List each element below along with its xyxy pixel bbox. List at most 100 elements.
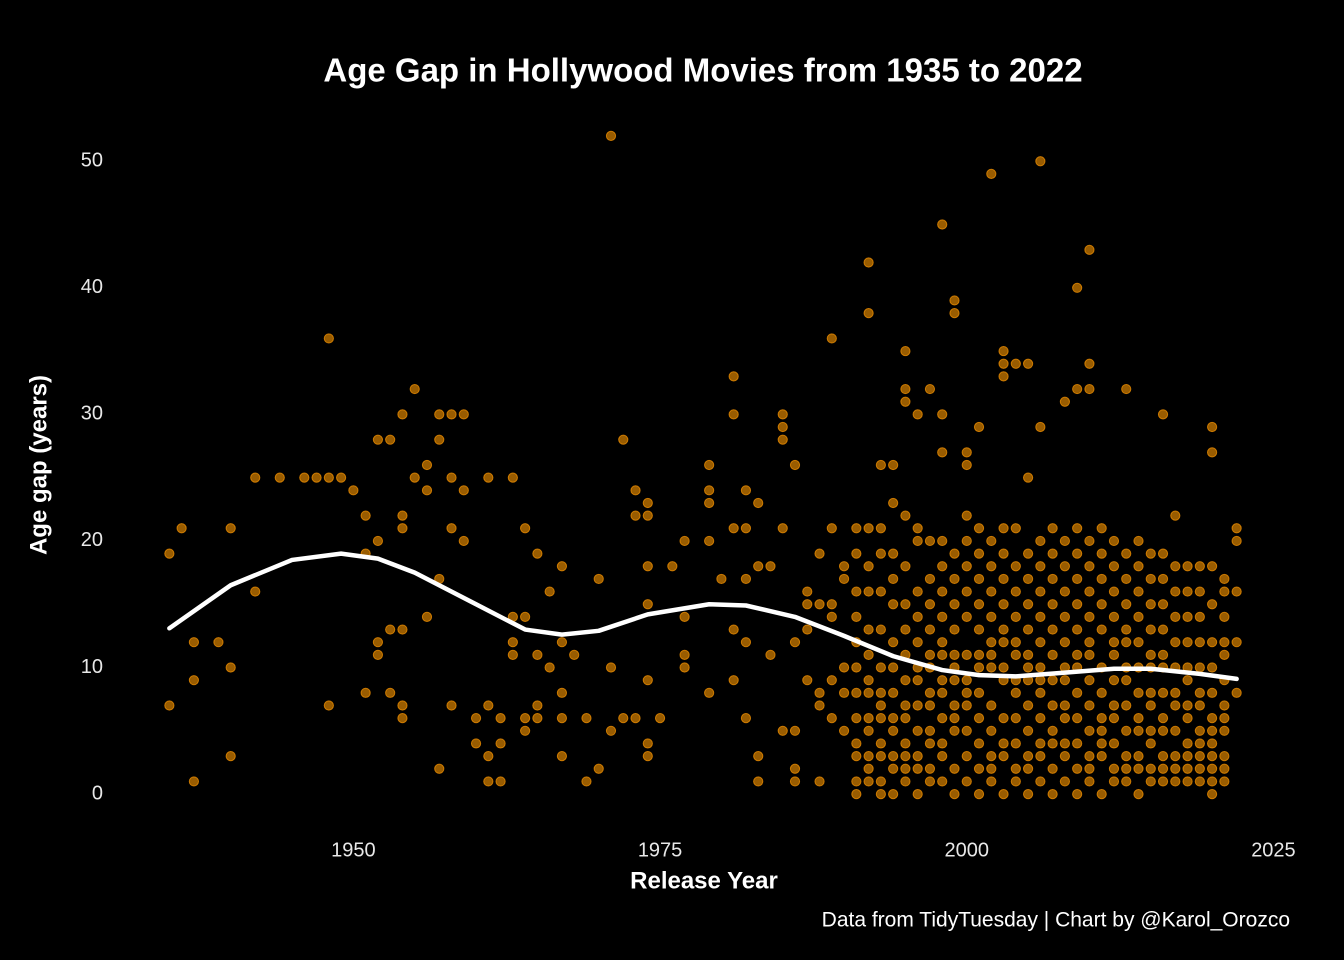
point <box>1219 725 1230 736</box>
point <box>1035 713 1046 724</box>
point <box>446 472 457 483</box>
point <box>875 459 886 471</box>
point <box>753 776 764 787</box>
point <box>949 573 960 585</box>
point <box>1035 738 1046 749</box>
point <box>1231 637 1242 648</box>
point <box>1207 421 1218 433</box>
y-tick-label: 0 <box>92 782 103 804</box>
x-tick-label: 2025 <box>1251 839 1296 861</box>
point <box>679 649 690 660</box>
point <box>888 573 899 585</box>
point <box>470 713 482 724</box>
point <box>1133 611 1144 622</box>
point <box>1194 776 1205 787</box>
point <box>1121 573 1132 585</box>
point <box>863 561 874 572</box>
point <box>961 700 972 711</box>
point <box>838 662 850 673</box>
point <box>336 472 347 483</box>
point <box>556 561 568 572</box>
point <box>213 637 224 648</box>
point <box>556 637 568 648</box>
point <box>1133 713 1144 724</box>
point <box>225 523 236 534</box>
point <box>1133 763 1144 774</box>
point <box>704 459 715 471</box>
point <box>1108 776 1120 787</box>
point <box>704 497 715 509</box>
point <box>924 776 936 787</box>
point <box>679 535 690 547</box>
point <box>1035 535 1046 547</box>
point <box>274 472 285 483</box>
point <box>838 725 850 736</box>
point <box>1072 573 1083 585</box>
point <box>998 599 1009 610</box>
point <box>1035 662 1046 673</box>
point <box>1207 561 1218 572</box>
point <box>998 371 1009 382</box>
point <box>1194 751 1205 762</box>
point <box>1133 561 1144 572</box>
point <box>409 472 420 483</box>
point <box>1182 763 1193 774</box>
point <box>973 788 985 800</box>
point <box>434 763 445 774</box>
point <box>1121 763 1132 774</box>
point <box>1084 358 1095 369</box>
point <box>1133 751 1144 762</box>
point <box>1072 523 1083 534</box>
point <box>1035 611 1046 622</box>
point <box>667 561 678 572</box>
point <box>949 308 960 319</box>
point <box>1072 383 1083 395</box>
point <box>1059 396 1070 407</box>
point <box>605 725 617 736</box>
point <box>937 586 948 597</box>
point <box>1059 776 1070 787</box>
point <box>986 637 997 648</box>
point <box>385 434 396 445</box>
point <box>740 485 752 496</box>
point <box>1219 776 1230 787</box>
point <box>421 485 433 496</box>
point <box>961 776 972 787</box>
point <box>900 383 911 395</box>
point <box>998 637 1009 648</box>
point <box>851 776 862 787</box>
point <box>998 573 1009 585</box>
point <box>949 675 960 686</box>
point <box>986 751 997 762</box>
point <box>851 523 862 534</box>
point <box>1182 561 1193 572</box>
point <box>188 675 199 686</box>
point <box>826 523 837 534</box>
point <box>937 561 948 572</box>
point <box>973 763 985 774</box>
point <box>642 497 653 509</box>
point <box>949 763 960 774</box>
point <box>532 713 543 724</box>
point <box>937 409 948 420</box>
point <box>679 662 690 673</box>
point <box>814 548 825 559</box>
point <box>986 586 997 597</box>
point <box>1207 662 1218 673</box>
point <box>973 662 985 673</box>
point <box>1194 662 1205 673</box>
point <box>1047 763 1058 774</box>
point <box>630 485 641 496</box>
point <box>851 662 862 673</box>
point <box>802 599 813 610</box>
point <box>863 624 874 635</box>
point <box>900 599 911 610</box>
point <box>1047 788 1058 800</box>
point <box>532 649 543 660</box>
point <box>1059 675 1070 686</box>
point <box>912 523 923 534</box>
point <box>986 763 997 774</box>
point <box>961 751 972 762</box>
point <box>1133 586 1144 597</box>
point <box>1121 548 1132 559</box>
